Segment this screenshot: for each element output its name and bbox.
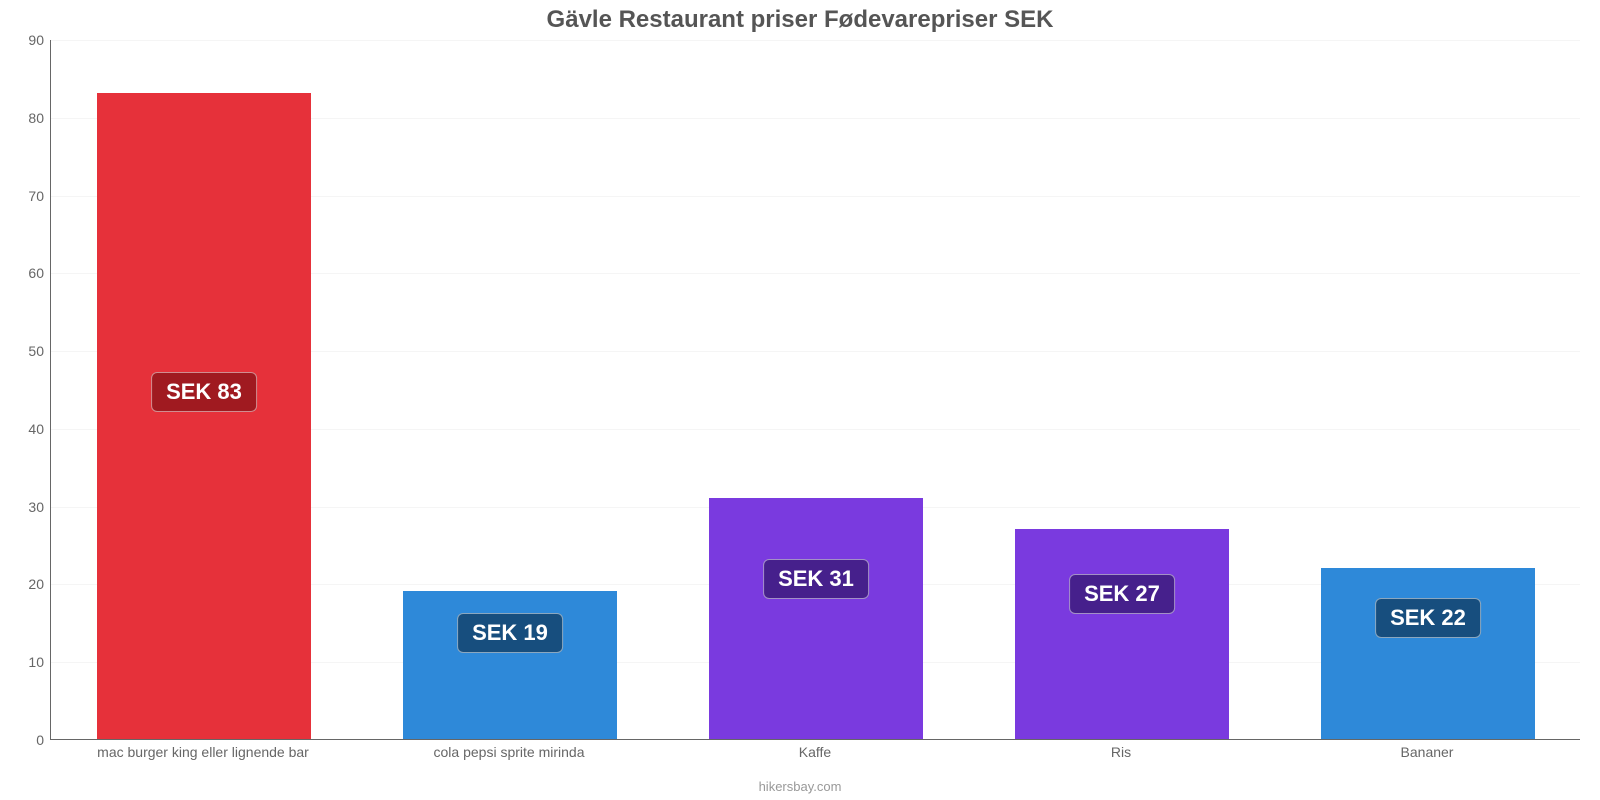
bar-value-label-text: SEK 22	[1390, 605, 1466, 630]
bar-value-label-text: SEK 31	[778, 566, 854, 591]
x-tick-label: Bananer	[1401, 744, 1454, 760]
gridline	[51, 40, 1580, 41]
y-tick-label: 40	[4, 421, 44, 437]
bar-value-label: SEK 31	[763, 559, 869, 599]
bar	[1321, 568, 1535, 739]
plot-area: SEK 83 SEK 19 SEK 31 SEK 27 SEK 22	[50, 40, 1580, 740]
bar-value-label-text: SEK 19	[472, 620, 548, 645]
y-tick-label: 0	[4, 732, 44, 748]
y-tick-label: 30	[4, 499, 44, 515]
x-tick-label: cola pepsi sprite mirinda	[434, 744, 585, 760]
y-tick-label: 70	[4, 188, 44, 204]
y-tick-label: 90	[4, 32, 44, 48]
bar	[97, 93, 311, 739]
bar-value-label-text: SEK 83	[166, 379, 242, 404]
y-tick-label: 20	[4, 576, 44, 592]
x-tick-label: Kaffe	[799, 744, 831, 760]
y-tick-label: 60	[4, 265, 44, 281]
bar-value-label: SEK 19	[457, 613, 563, 653]
chart-title: Gävle Restaurant priser Fødevarepriser S…	[0, 6, 1600, 34]
bar-value-label-text: SEK 27	[1084, 581, 1160, 606]
y-tick-label: 10	[4, 654, 44, 670]
bar-value-label: SEK 27	[1069, 574, 1175, 614]
bar-value-label: SEK 83	[151, 372, 257, 412]
y-tick-label: 80	[4, 110, 44, 126]
bar-value-label: SEK 22	[1375, 598, 1481, 638]
x-tick-label: mac burger king eller lignende bar	[97, 744, 309, 760]
attribution-text: hikersbay.com	[0, 779, 1600, 794]
y-tick-label: 50	[4, 343, 44, 359]
bar	[709, 498, 923, 739]
x-tick-label: Ris	[1111, 744, 1131, 760]
bar	[1015, 529, 1229, 739]
bar-chart: Gävle Restaurant priser Fødevarepriser S…	[0, 0, 1600, 800]
